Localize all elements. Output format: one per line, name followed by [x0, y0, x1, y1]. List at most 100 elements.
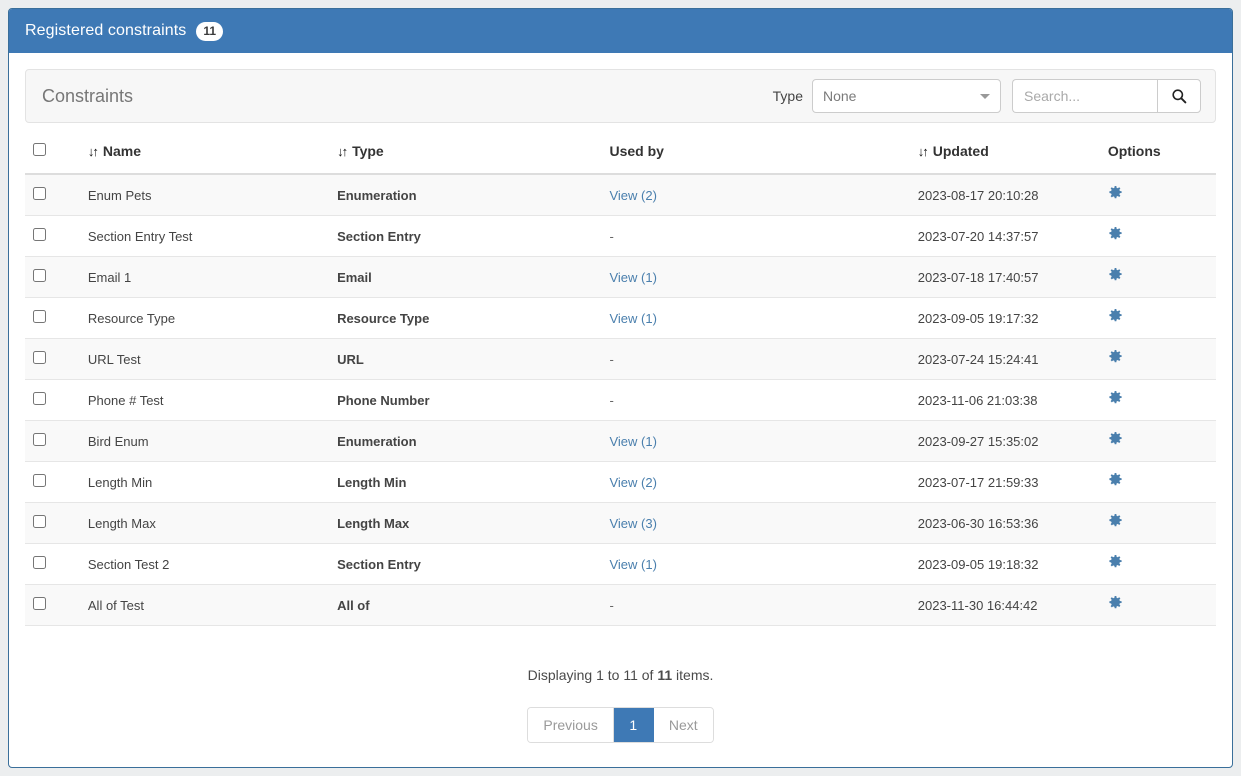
used-by-link[interactable]: View (1) [609, 433, 657, 449]
cell-options [1099, 584, 1216, 626]
gear-icon [1109, 268, 1122, 281]
cell-name: Section Entry Test [79, 215, 330, 257]
cell-updated: 2023-09-05 19:17:32 [909, 297, 1100, 339]
cell-updated: 2023-07-18 17:40:57 [909, 256, 1100, 298]
table-header-row: ↓↑ Name ↓↑ Type Used by ↓↑ Updated Options [25, 135, 1216, 175]
column-header-name[interactable]: ↓↑ Name [79, 135, 330, 175]
row-select-checkbox[interactable] [33, 187, 46, 200]
cell-updated: 2023-11-30 16:44:42 [909, 584, 1100, 626]
row-select-checkbox[interactable] [33, 556, 46, 569]
row-options-button[interactable] [1108, 432, 1123, 447]
type-filter-select[interactable]: None [812, 79, 1001, 113]
pagination-page-1-button[interactable]: 1 [613, 708, 654, 742]
table-head: ↓↑ Name ↓↑ Type Used by ↓↑ Updated Options [25, 135, 1216, 175]
used-by-link[interactable]: View (2) [609, 187, 657, 203]
table-row: Section Test 2 Section Entry View (1) 2023-… [25, 543, 1216, 585]
row-select-cell [25, 256, 80, 298]
column-label-options: Options [1107, 143, 1161, 159]
row-select-cell [25, 338, 80, 380]
row-options-button[interactable] [1108, 309, 1123, 324]
cell-options [1099, 297, 1216, 339]
table-row: Email 1 Email View (1) 2023-07-18 17:40:57 [25, 256, 1216, 298]
cell-used-by: - [601, 338, 910, 380]
cell-name: Resource Type [79, 297, 330, 339]
row-select-cell [25, 379, 80, 421]
row-select-cell [25, 584, 80, 626]
row-select-cell [25, 420, 80, 462]
row-select-checkbox[interactable] [33, 310, 46, 323]
cell-options [1099, 420, 1216, 462]
sort-icon: ↓↑ [917, 144, 929, 159]
gear-icon [1109, 350, 1122, 363]
cell-used-by: View (2) [601, 461, 910, 503]
summary-prefix: Displaying 1 to 11 of [527, 667, 658, 683]
cell-name: Length Max [79, 502, 330, 544]
cell-type: Length Max [329, 502, 602, 544]
cell-updated: 2023-08-17 20:10:28 [909, 174, 1100, 216]
used-by-empty: - [609, 392, 614, 408]
cell-type: Email [329, 256, 602, 298]
summary-suffix: items. [672, 667, 714, 683]
gear-icon [1109, 555, 1122, 568]
row-select-cell [25, 543, 80, 585]
row-options-button[interactable] [1108, 555, 1123, 570]
chevron-down-icon [980, 93, 990, 99]
column-header-updated[interactable]: ↓↑ Updated [909, 135, 1100, 175]
used-by-link[interactable]: View (1) [609, 269, 657, 285]
pagination-previous-button[interactable]: Previous [528, 708, 614, 742]
row-select-checkbox[interactable] [33, 351, 46, 364]
search-icon [1172, 89, 1187, 104]
column-header-used-by: Used by [601, 135, 910, 175]
cell-options [1099, 338, 1216, 380]
row-options-button[interactable] [1108, 473, 1123, 488]
gear-icon [1109, 473, 1122, 486]
cell-updated: 2023-11-06 21:03:38 [909, 379, 1100, 421]
row-select-checkbox[interactable] [33, 474, 46, 487]
row-select-checkbox[interactable] [33, 269, 46, 282]
row-options-button[interactable] [1108, 391, 1123, 406]
select-all-checkbox[interactable] [33, 143, 46, 156]
column-label-updated: Updated [932, 143, 989, 159]
cell-name: URL Test [79, 338, 330, 380]
row-options-button[interactable] [1108, 186, 1123, 201]
used-by-link[interactable]: View (3) [609, 515, 657, 531]
row-select-cell [25, 297, 80, 339]
cell-type: Resource Type [329, 297, 602, 339]
table-row: Length Min Length Min View (2) 2023-07-17 2… [25, 461, 1216, 503]
row-select-cell [25, 174, 80, 216]
cell-used-by: View (1) [601, 420, 910, 462]
pagination-next-button[interactable]: Next [653, 708, 713, 742]
row-options-button[interactable] [1108, 596, 1123, 611]
row-select-checkbox[interactable] [33, 392, 46, 405]
cell-options [1099, 461, 1216, 503]
row-options-button[interactable] [1108, 268, 1123, 283]
sort-icon: ↓↑ [87, 144, 99, 159]
used-by-empty: - [609, 351, 614, 367]
search-input[interactable] [1012, 79, 1157, 113]
cell-name: Length Min [79, 461, 330, 503]
cell-name: Enum Pets [79, 174, 330, 216]
type-filter-value: None [823, 88, 857, 104]
row-select-cell [25, 502, 80, 544]
row-options-button[interactable] [1108, 227, 1123, 242]
gear-icon [1109, 432, 1122, 445]
row-select-checkbox[interactable] [33, 597, 46, 610]
cell-name: Bird Enum [79, 420, 330, 462]
row-select-checkbox[interactable] [33, 515, 46, 528]
row-select-checkbox[interactable] [33, 228, 46, 241]
cell-used-by: - [601, 379, 910, 421]
row-select-cell [25, 461, 80, 503]
used-by-link[interactable]: View (1) [609, 310, 657, 326]
gear-icon [1109, 514, 1122, 527]
gear-icon [1109, 227, 1122, 240]
search-button[interactable] [1157, 79, 1201, 113]
cell-type: Enumeration [329, 174, 602, 216]
used-by-link[interactable]: View (2) [609, 474, 657, 490]
row-options-button[interactable] [1108, 514, 1123, 529]
cell-used-by: View (3) [601, 502, 910, 544]
row-select-checkbox[interactable] [33, 433, 46, 446]
used-by-link[interactable]: View (1) [609, 556, 657, 572]
column-header-type[interactable]: ↓↑ Type [329, 135, 602, 175]
row-select-cell [25, 215, 80, 257]
row-options-button[interactable] [1108, 350, 1123, 365]
